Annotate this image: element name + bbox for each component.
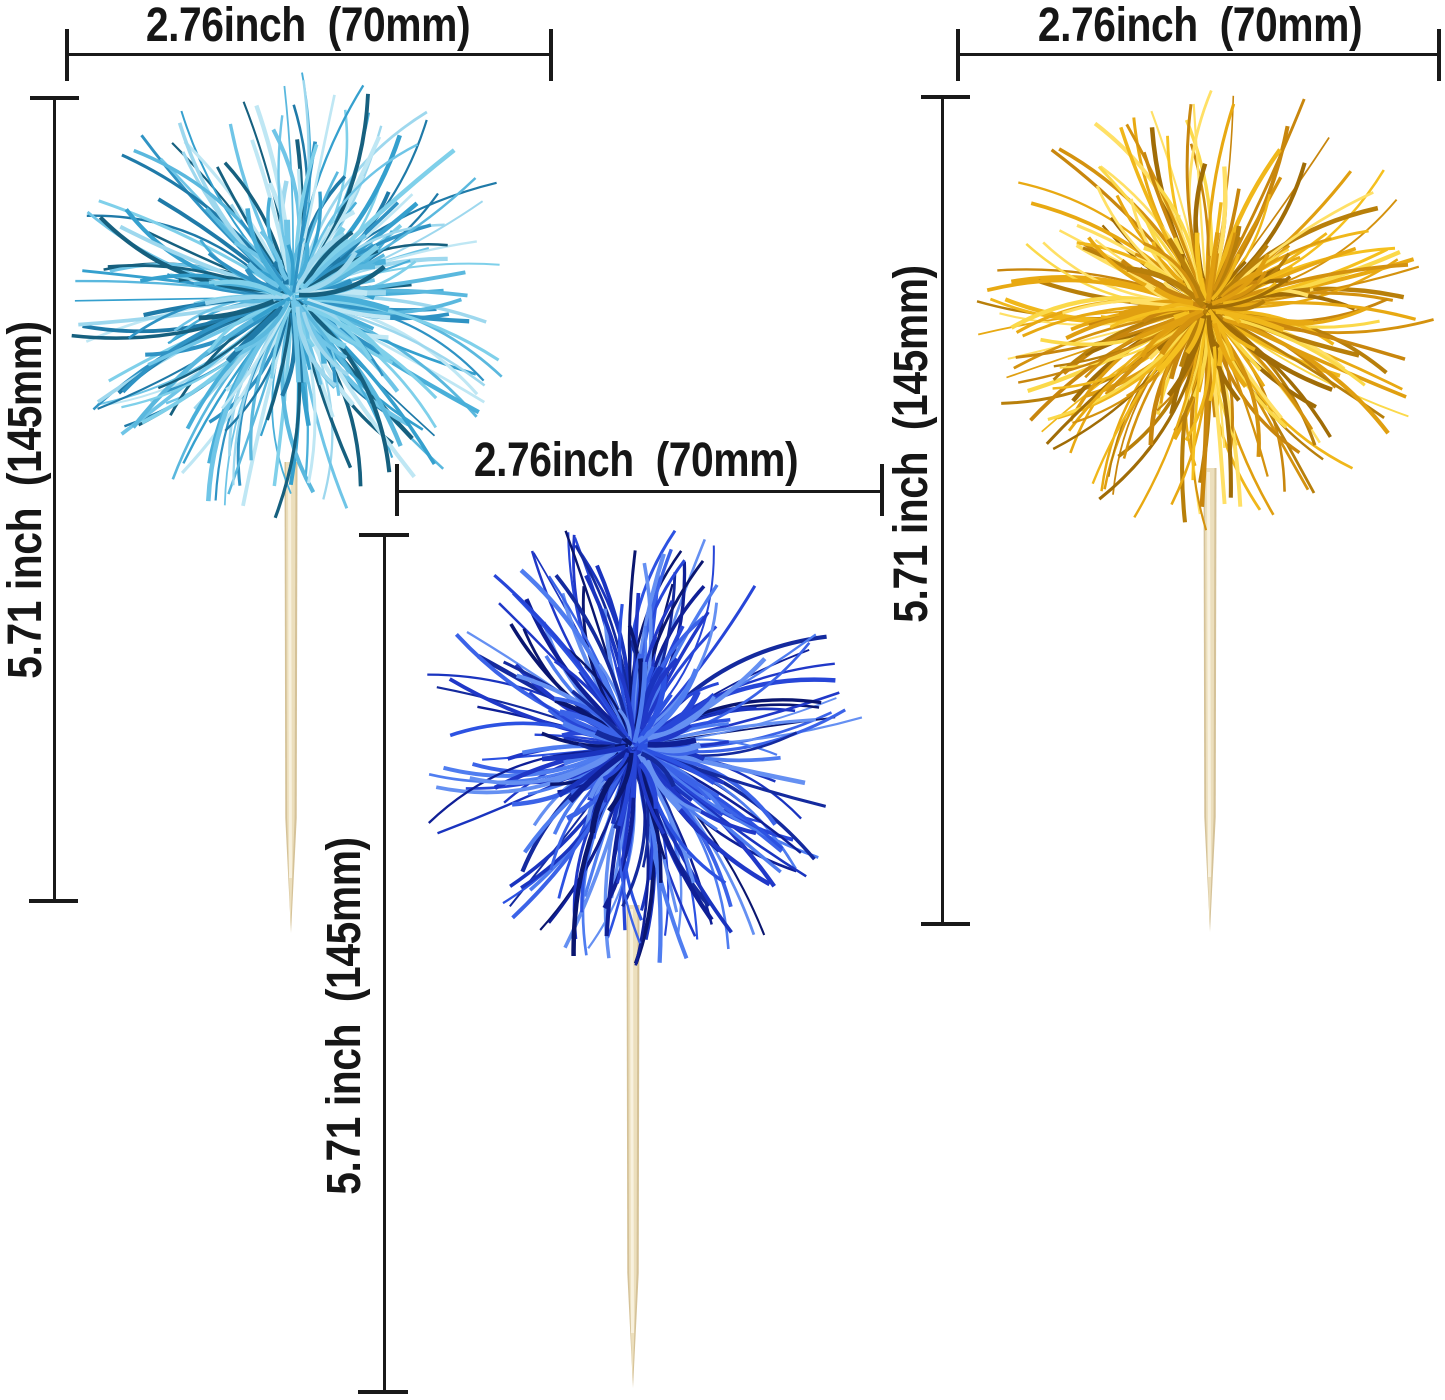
- dimension-line: [397, 490, 883, 493]
- gold-tinsel-pom: [976, 89, 1434, 531]
- dimension-end-tick: [29, 899, 78, 903]
- dimension-end-tick: [359, 533, 409, 537]
- royal-blue-toothpick: [626, 905, 640, 1388]
- dimension-end-tick: [921, 922, 970, 926]
- dimension-line: [941, 97, 944, 925]
- dimension-end-tick: [880, 464, 884, 516]
- dimension-end-tick: [956, 29, 960, 81]
- dimension-line: [958, 53, 1440, 56]
- dimension-end-tick: [549, 29, 553, 81]
- gold-tinsel-pom-pick: [976, 89, 1434, 932]
- width-dimension-label: 2.76inch (70mm): [1037, 0, 1363, 52]
- height-dimension-label: 5.71 inch (145mm): [318, 837, 371, 1195]
- dimension-end-tick: [921, 95, 970, 99]
- gold-toothpick: [1203, 468, 1217, 932]
- dimension-end-tick: [30, 96, 79, 100]
- light-blue-toothpick: [284, 462, 298, 933]
- royal-blue-tinsel-pom: [427, 529, 863, 966]
- width-dimension-label: 2.76inch (70mm): [473, 434, 799, 487]
- dimension-line: [383, 535, 386, 1393]
- width-dimension-label: 2.76inch (70mm): [145, 0, 471, 52]
- dimension-line: [53, 98, 56, 902]
- height-dimension-label: 5.71 inch (145mm): [0, 321, 52, 679]
- light-blue-tinsel-pom-pick: [71, 72, 503, 933]
- dimension-end-tick: [65, 29, 69, 81]
- dimension-end-tick: [395, 464, 399, 516]
- royal-blue-tinsel-pom-pick: [427, 529, 863, 1388]
- dimension-end-tick: [358, 1390, 408, 1394]
- light-blue-tinsel-pom: [71, 72, 503, 519]
- dimension-line: [66, 53, 552, 56]
- dimension-end-tick: [1437, 29, 1441, 81]
- height-dimension-label: 5.71 inch (145mm): [885, 265, 938, 623]
